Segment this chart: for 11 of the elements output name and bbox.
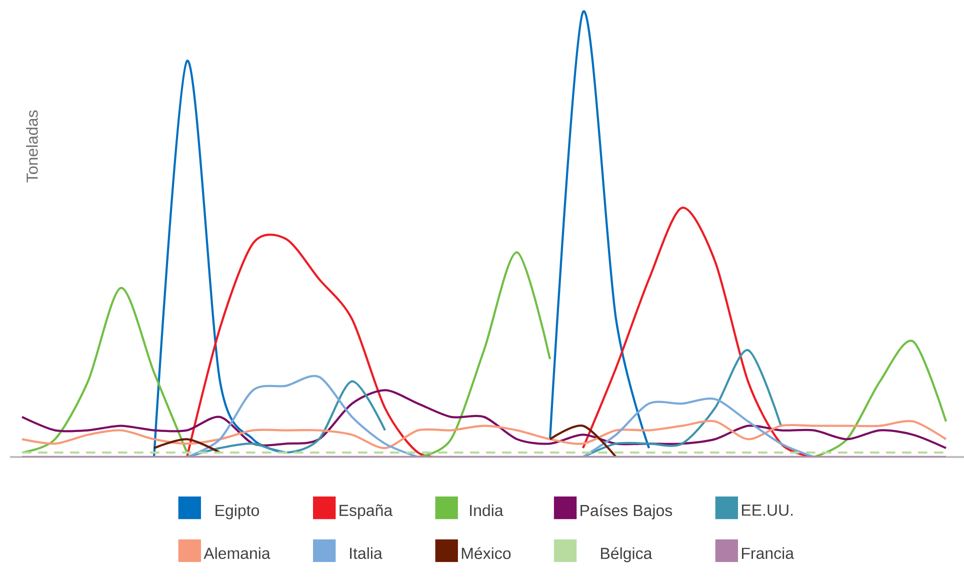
legend-label: Francia: [742, 547, 794, 559]
legend-label: España: [340, 504, 393, 520]
legend-label: Italia: [350, 547, 382, 559]
legend-label: México: [462, 547, 511, 560]
legend-label: Egipto: [216, 504, 259, 520]
legend-label: Bélgica: [601, 547, 652, 562]
legend-label: EE.UU.: [742, 504, 793, 516]
legend-label: India: [470, 504, 504, 516]
legend-label: Alemania: [204, 547, 270, 559]
legend-label: Países Bajos: [580, 504, 672, 520]
y-axis-title: Toneladas: [26, 110, 38, 182]
